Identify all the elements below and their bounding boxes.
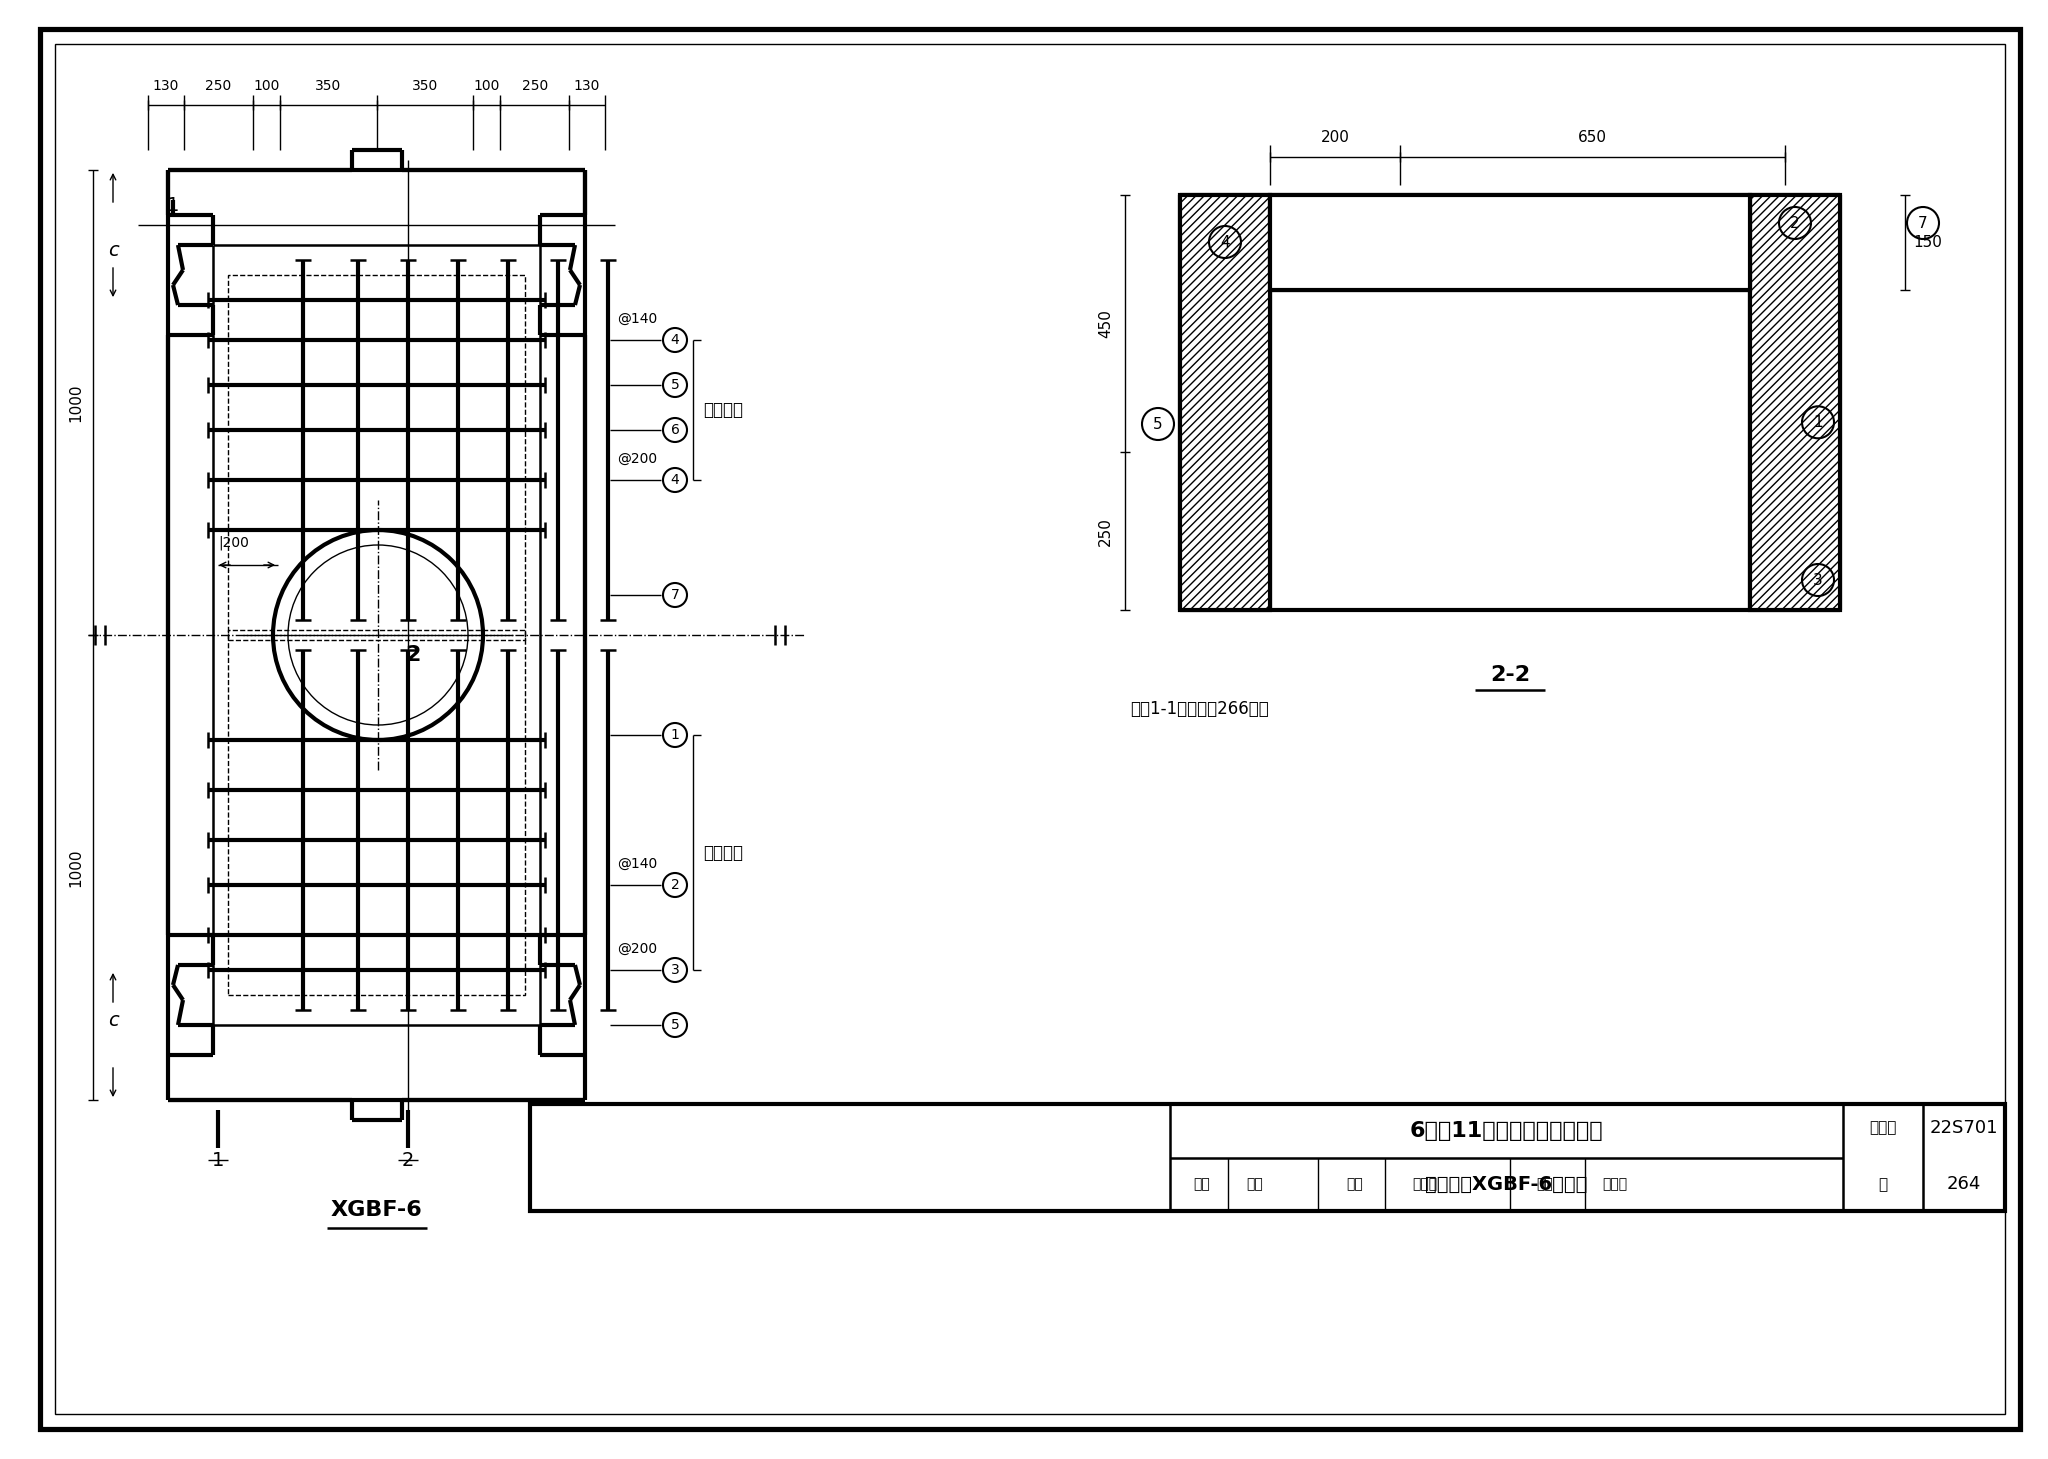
Bar — [227, 274, 524, 641]
Text: 350: 350 — [315, 79, 342, 93]
Text: 1: 1 — [670, 728, 680, 743]
Text: 6号～11号化粪池（有覆土）: 6号～11号化粪池（有覆土） — [1409, 1121, 1604, 1141]
Text: 1000: 1000 — [68, 384, 84, 422]
Text: 王军: 王军 — [1247, 1177, 1264, 1191]
Text: 200: 200 — [1321, 130, 1350, 144]
Text: 现浇盖板XGBF-6配筋图: 现浇盖板XGBF-6配筋图 — [1425, 1174, 1587, 1193]
Text: 130: 130 — [154, 79, 178, 93]
Text: 2: 2 — [401, 1151, 414, 1170]
Text: 130: 130 — [573, 79, 600, 93]
Text: 7: 7 — [670, 588, 680, 603]
Text: 5: 5 — [670, 378, 680, 392]
Text: 2: 2 — [1790, 216, 1800, 231]
Text: 校对: 校对 — [1348, 1177, 1364, 1191]
Bar — [227, 630, 524, 995]
Text: 22S701: 22S701 — [1929, 1119, 1999, 1137]
Text: 1000: 1000 — [68, 848, 84, 887]
Text: 250: 250 — [1098, 516, 1112, 546]
Bar — [1270, 196, 1749, 290]
Text: 100: 100 — [473, 79, 500, 93]
Text: |200: |200 — [217, 535, 250, 550]
Text: 650: 650 — [1579, 130, 1608, 144]
Text: 3: 3 — [670, 963, 680, 978]
Text: 4: 4 — [670, 333, 680, 347]
Text: 250: 250 — [205, 79, 231, 93]
Text: 5: 5 — [1153, 416, 1163, 432]
Text: @200: @200 — [616, 452, 657, 465]
Text: 张凯博: 张凯博 — [1602, 1177, 1628, 1191]
Text: 页: 页 — [1878, 1177, 1888, 1192]
Text: c: c — [109, 241, 119, 260]
Text: 450: 450 — [1098, 309, 1112, 338]
Bar — [530, 1104, 2005, 1211]
Text: 下层钢筋: 下层钢筋 — [702, 843, 743, 861]
Text: 5: 5 — [670, 1018, 680, 1032]
Text: 4: 4 — [1221, 235, 1229, 249]
Text: 图集号: 图集号 — [1870, 1121, 1896, 1135]
Text: 250: 250 — [522, 79, 549, 93]
Text: XGBF-6: XGBF-6 — [330, 1199, 422, 1220]
Bar — [1749, 196, 1839, 610]
Text: 100: 100 — [254, 79, 281, 93]
Text: 2-2: 2-2 — [1491, 665, 1530, 684]
Text: 1: 1 — [166, 196, 178, 214]
Text: 注：1-1剖面见第266页。: 注：1-1剖面见第266页。 — [1130, 700, 1270, 718]
Text: 6: 6 — [670, 423, 680, 438]
Text: 设计: 设计 — [1536, 1177, 1552, 1191]
Text: 150: 150 — [1913, 235, 1942, 249]
Text: @200: @200 — [616, 943, 657, 956]
Text: 洪财滨: 洪财滨 — [1413, 1177, 1438, 1191]
Text: @140: @140 — [616, 856, 657, 871]
Text: 上层钢筋: 上层钢筋 — [702, 401, 743, 419]
Text: 264: 264 — [1948, 1176, 1980, 1193]
Bar — [1180, 196, 1270, 610]
Text: @140: @140 — [616, 312, 657, 325]
Text: 审核: 审核 — [1194, 1177, 1210, 1191]
Text: 3: 3 — [1812, 572, 1823, 588]
Text: 350: 350 — [412, 79, 438, 93]
Text: c: c — [109, 1011, 119, 1030]
Text: 2: 2 — [670, 878, 680, 891]
Text: 1: 1 — [211, 1151, 223, 1170]
Text: 1: 1 — [1812, 414, 1823, 430]
Text: 4: 4 — [670, 473, 680, 487]
Text: 7: 7 — [1919, 216, 1927, 231]
Text: 2: 2 — [406, 645, 420, 665]
